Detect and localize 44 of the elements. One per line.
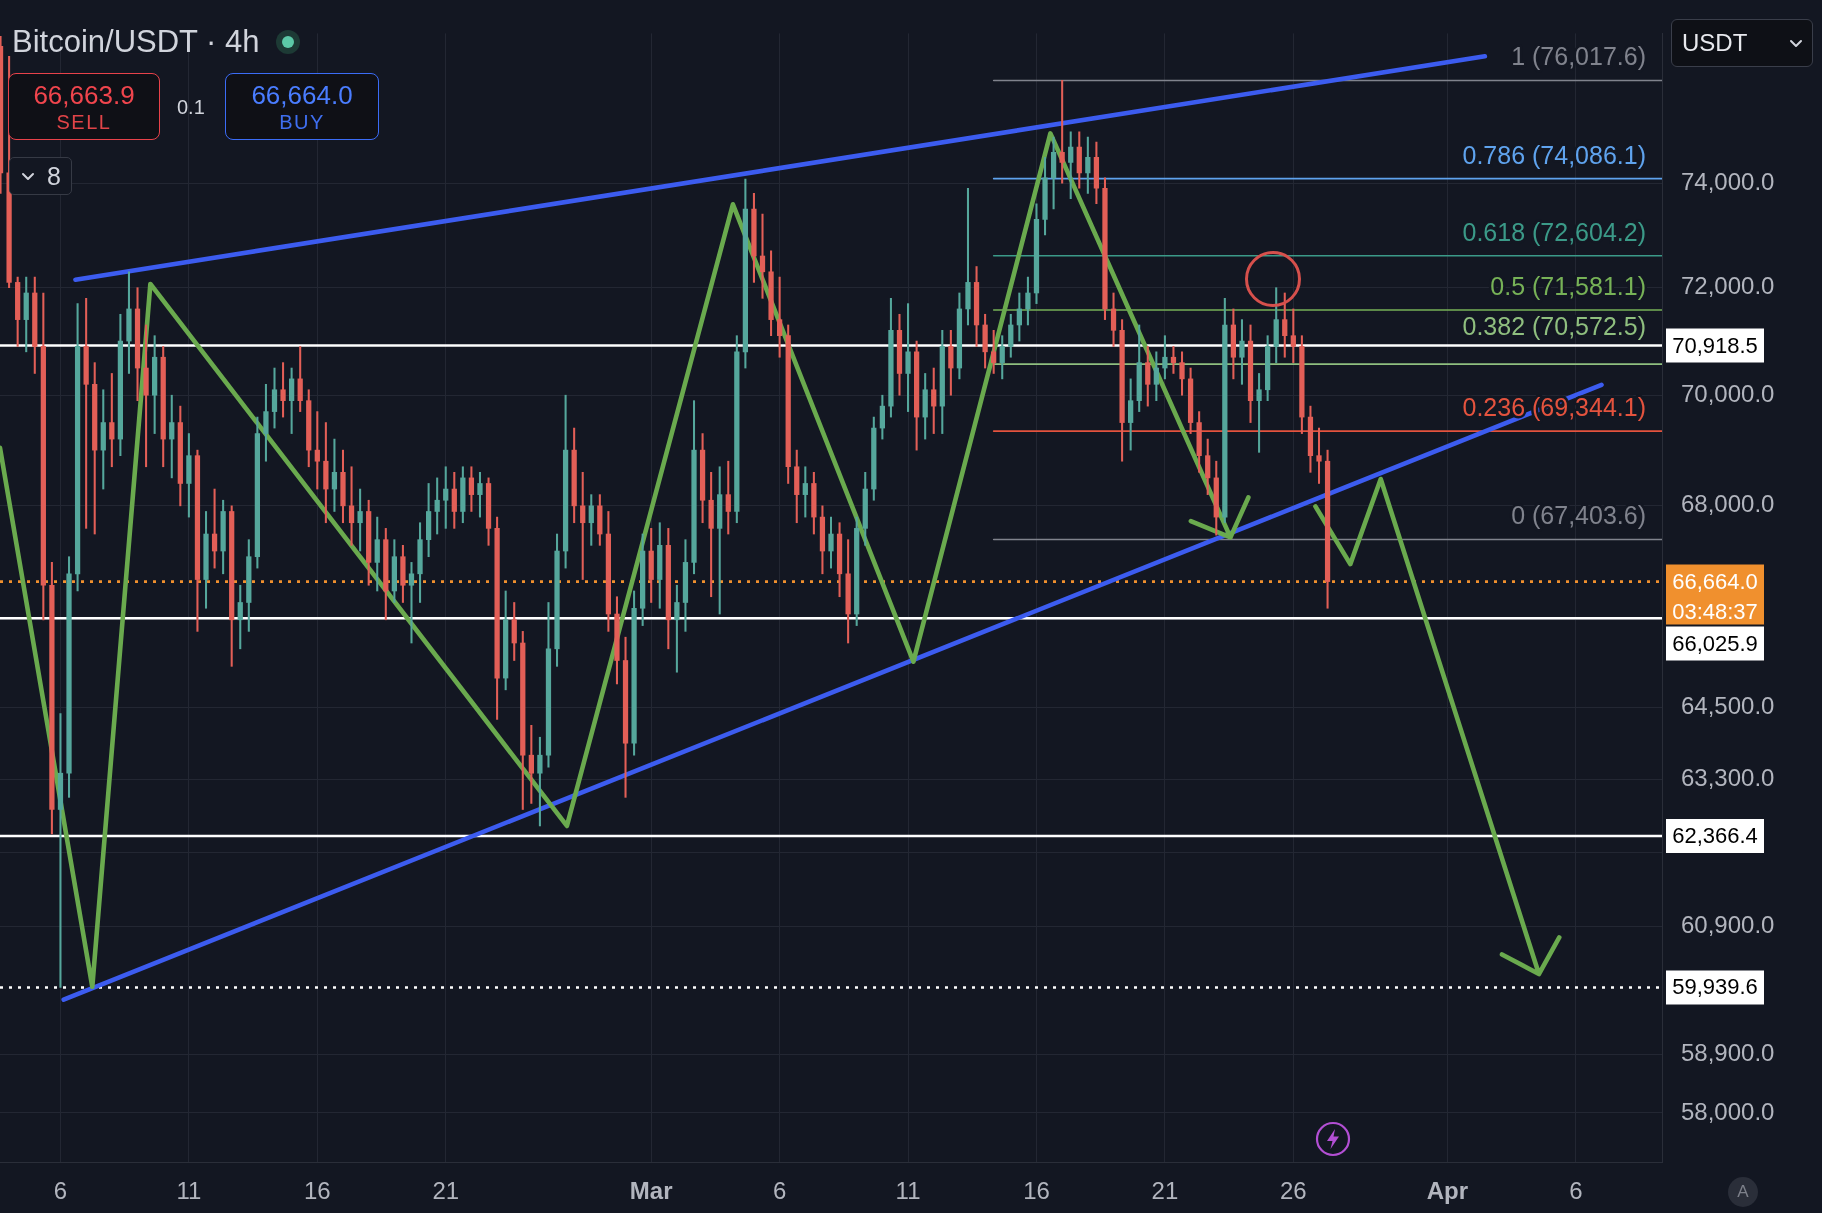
annotation: BUY <box>279 110 325 133</box>
ref-line-label: 62,366.4 <box>1672 823 1758 848</box>
y-tick-label: 63,300.0 <box>1681 763 1775 791</box>
annotation: 66,664.0 <box>251 79 353 110</box>
x-tick-label: 6 <box>772 1177 787 1205</box>
annotation: SELL <box>56 110 112 133</box>
x-tick-label: 16 <box>303 1177 331 1205</box>
ref-line-label: 66,025.9 <box>1672 630 1758 656</box>
y-tick-label: 60,900.0 <box>1681 911 1775 939</box>
x-tick-label: Apr <box>1426 1177 1469 1205</box>
series-label: 0.786 (74,086.1) <box>1462 140 1646 169</box>
y-tick-label: 68,000.0 <box>1681 490 1775 518</box>
x-tick-label: 11 <box>895 1177 921 1205</box>
ref-line-label: 59,939.6 <box>1672 974 1758 1000</box>
text: A <box>1737 1182 1749 1202</box>
x-tick-label: 6 <box>1569 1177 1583 1205</box>
text: USDT <box>1682 29 1748 57</box>
y-tick-label: 72,000.0 <box>1681 272 1775 300</box>
x-tick-label: 21 <box>432 1177 460 1205</box>
x-tick-label: 21 <box>1151 1177 1179 1205</box>
y-tick-label: 70,000.0 <box>1681 379 1775 407</box>
annotation: 66,663.9 <box>33 79 135 110</box>
chart-title: Bitcoin/USDT · 4h <box>12 24 260 59</box>
text: 03:48:37 <box>1672 598 1758 624</box>
x-tick-label: 11 <box>176 1177 202 1205</box>
series-label: 0.618 (72,604.2) <box>1462 217 1646 246</box>
ref-line-label: 66,664.0 <box>1672 568 1758 594</box>
y-tick-label: 58,900.0 <box>1681 1038 1775 1066</box>
y-tick-label: 74,000.0 <box>1681 167 1775 195</box>
y-tick-label: 64,500.0 <box>1681 692 1775 720</box>
candlestick <box>408 562 415 644</box>
x-tick-label: Mar <box>629 1177 673 1205</box>
candlestick <box>759 213 766 299</box>
x-tick-label: 16 <box>1023 1177 1050 1205</box>
ref-line-label: 70,918.5 <box>1672 332 1758 358</box>
series-label: 0.5 (71,581.1) <box>1490 271 1646 300</box>
series-label: 0 (67,403.6) <box>1511 501 1646 530</box>
y-tick-label: 58,000.0 <box>1681 1097 1775 1125</box>
annotation: 8 <box>47 162 61 190</box>
annotation: 0.1 <box>177 95 205 119</box>
series-label: 1 (76,017.6) <box>1511 42 1646 71</box>
x-tick-label: 26 <box>1279 1177 1307 1205</box>
x-tick-label: 6 <box>53 1177 68 1205</box>
series-label: 0.382 (70,572.5) <box>1462 311 1646 340</box>
